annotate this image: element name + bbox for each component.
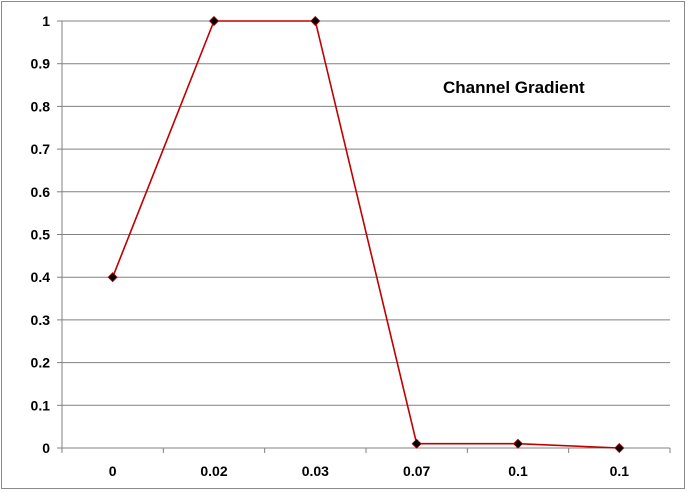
data-point [411,438,422,449]
series-line [111,20,620,449]
y-tick-label: 1 [42,13,50,29]
data-point [107,272,118,283]
y-tick-label: 0.9 [31,56,51,72]
y-tick-label: 0.3 [31,312,51,328]
x-tick-label: 0 [109,463,117,479]
data-point [512,438,524,449]
data-point [208,15,220,27]
y-tick-label: 0 [42,440,50,456]
y-tick-label: 0.2 [31,355,51,371]
data-point [310,15,321,27]
x-tick-label: 0.02 [200,463,227,479]
y-tick-label: 0.1 [31,397,51,413]
gridlines [62,20,670,406]
chart-annotation: Channel Gradient [443,78,585,97]
x-tick-label: 0.07 [403,463,430,479]
x-tick-labels: 0 0.02 0.03 0.07 0.1 0.1 [109,463,630,479]
axes [57,20,671,453]
y-tick-label: 0.4 [31,269,51,285]
x-tick-label: 0.03 [302,463,329,479]
y-tick-labels: 0 0.1 0.2 0.3 0.4 0.5 0.6 0.7 0.8 0.9 1 [31,13,51,456]
data-markers [107,15,625,454]
y-tick-label: 0.7 [31,141,51,157]
data-point [614,442,625,454]
y-tick-label: 0.8 [31,98,51,114]
y-tick-label: 0.6 [31,184,51,200]
y-tick-label: 0.5 [31,227,51,243]
x-tick-label: 0.1 [508,463,528,479]
x-tick-label: 0.1 [610,463,630,479]
